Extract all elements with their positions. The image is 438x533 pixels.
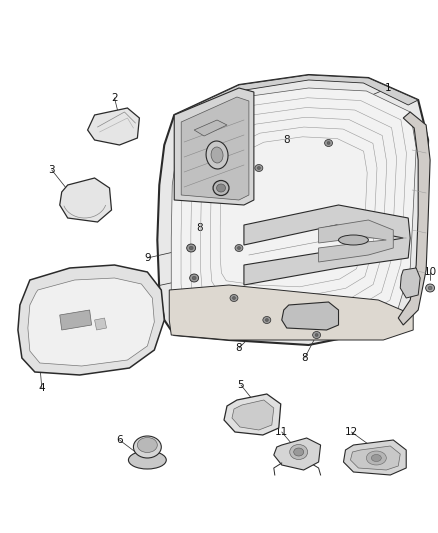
- Text: 12: 12: [345, 427, 358, 437]
- Ellipse shape: [192, 276, 196, 280]
- Text: 4: 4: [39, 383, 45, 393]
- Ellipse shape: [265, 319, 268, 321]
- Ellipse shape: [230, 295, 238, 302]
- Text: 7: 7: [191, 130, 198, 140]
- Text: 9: 9: [144, 253, 151, 263]
- Ellipse shape: [327, 141, 330, 144]
- Polygon shape: [171, 88, 416, 338]
- Text: 10: 10: [424, 267, 437, 277]
- Ellipse shape: [339, 235, 368, 245]
- Polygon shape: [28, 278, 154, 366]
- Ellipse shape: [233, 296, 236, 300]
- Text: 11: 11: [275, 427, 288, 437]
- Ellipse shape: [371, 455, 381, 462]
- Polygon shape: [95, 318, 106, 330]
- Ellipse shape: [213, 181, 229, 196]
- Ellipse shape: [190, 274, 198, 282]
- Polygon shape: [224, 394, 281, 435]
- Ellipse shape: [426, 284, 434, 292]
- Ellipse shape: [237, 246, 240, 249]
- Polygon shape: [282, 302, 339, 330]
- Ellipse shape: [428, 286, 432, 290]
- Polygon shape: [157, 75, 428, 345]
- Text: 8: 8: [301, 353, 308, 363]
- Polygon shape: [174, 88, 254, 205]
- Polygon shape: [318, 220, 393, 262]
- Ellipse shape: [206, 141, 228, 169]
- Text: 8: 8: [181, 303, 187, 313]
- Ellipse shape: [134, 436, 161, 458]
- Text: 1: 1: [385, 83, 392, 93]
- Polygon shape: [398, 112, 430, 325]
- Polygon shape: [244, 205, 410, 285]
- Text: 8: 8: [236, 343, 242, 353]
- Ellipse shape: [294, 448, 304, 456]
- Polygon shape: [232, 400, 274, 430]
- Ellipse shape: [315, 334, 318, 336]
- Polygon shape: [350, 446, 400, 470]
- Ellipse shape: [290, 445, 307, 459]
- Ellipse shape: [313, 332, 321, 338]
- Polygon shape: [181, 97, 249, 200]
- Ellipse shape: [128, 451, 166, 469]
- Polygon shape: [194, 120, 227, 136]
- Ellipse shape: [255, 165, 263, 172]
- Polygon shape: [60, 310, 92, 330]
- Ellipse shape: [235, 245, 243, 252]
- Polygon shape: [88, 108, 139, 145]
- Polygon shape: [274, 438, 321, 470]
- Ellipse shape: [325, 140, 332, 147]
- Text: 2: 2: [111, 93, 118, 103]
- Polygon shape: [169, 285, 413, 340]
- Ellipse shape: [258, 166, 260, 169]
- Ellipse shape: [138, 438, 157, 453]
- Polygon shape: [174, 75, 418, 120]
- Text: 3: 3: [49, 165, 55, 175]
- Ellipse shape: [367, 451, 386, 465]
- Ellipse shape: [211, 147, 223, 163]
- Polygon shape: [18, 265, 164, 375]
- Text: 8: 8: [196, 223, 202, 233]
- Polygon shape: [60, 178, 112, 222]
- Polygon shape: [343, 440, 406, 475]
- Text: 9: 9: [144, 283, 151, 293]
- Ellipse shape: [189, 246, 193, 250]
- Text: 6: 6: [116, 435, 123, 445]
- Polygon shape: [400, 268, 420, 298]
- Ellipse shape: [263, 317, 271, 324]
- Ellipse shape: [187, 244, 196, 252]
- Text: 8: 8: [283, 135, 290, 145]
- Ellipse shape: [216, 184, 226, 192]
- Text: 5: 5: [238, 380, 244, 390]
